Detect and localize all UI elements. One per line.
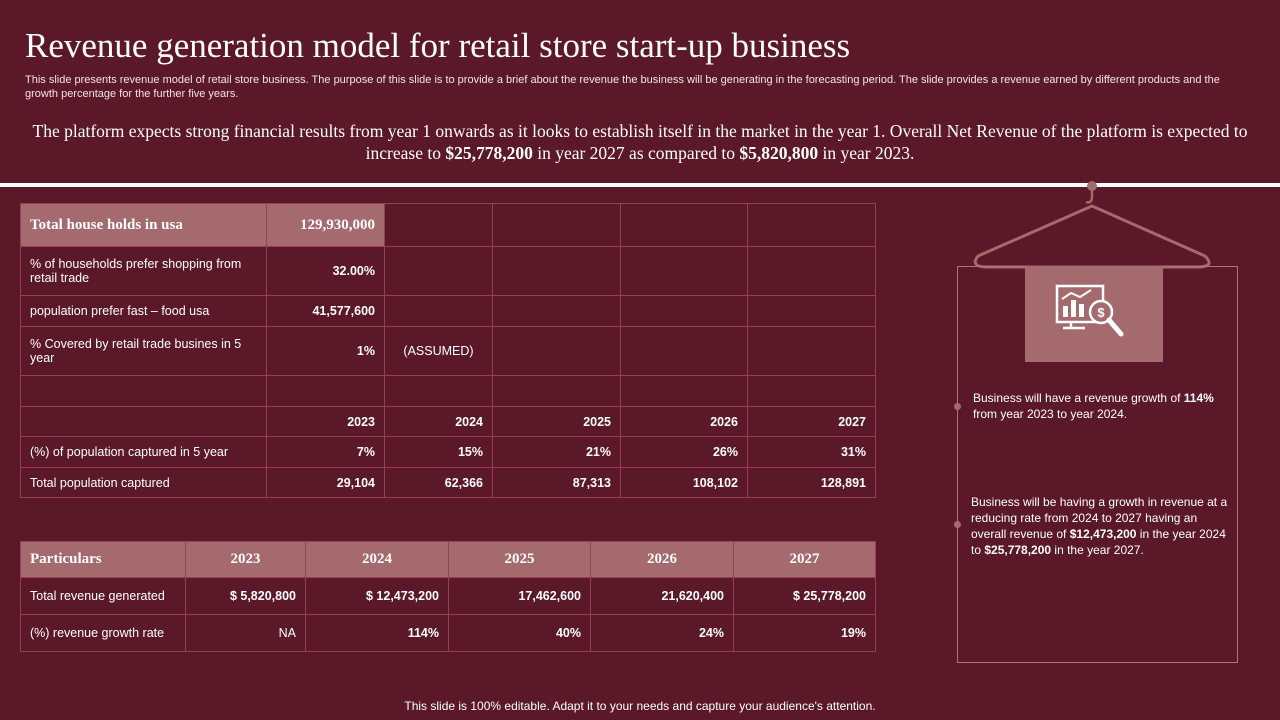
cell-value: 40% (448, 614, 591, 652)
slide-description: This slide presents revenue model of ret… (25, 74, 1220, 100)
cell-value: 21% (492, 436, 621, 468)
hanger-icon (973, 181, 1211, 269)
summary-value-2027: $25,778,200 (445, 143, 533, 163)
row-value: 41,577,600 (266, 295, 385, 327)
row-value: 32.00% (266, 246, 385, 296)
row-label: population prefer fast – food usa (20, 295, 267, 327)
table-row: Total revenue generated $ 5,820,800 $ 12… (20, 577, 876, 615)
table-row: % Covered by retail trade busines in 5 y… (20, 326, 876, 376)
table-row: (%) of population captured in 5 year 7% … (20, 436, 876, 468)
cell-value: 17,462,600 (448, 577, 591, 615)
table-row: Total house holds in usa 129,930,000 (20, 203, 876, 247)
note-bullet (954, 521, 961, 528)
revenue-table: Particulars 2023 2024 2025 2026 2027 Tot… (20, 541, 876, 652)
growth-note-1: Business will have a revenue growth of 1… (973, 391, 1214, 421)
year-label: 2023 (266, 406, 385, 437)
table-row (20, 375, 876, 407)
cell-value: 128,891 (747, 467, 876, 498)
cell-value: 21,620,400 (590, 577, 734, 615)
header-cell: 2027 (733, 541, 876, 578)
summary-value-2023: $5,820,800 (739, 143, 819, 163)
header-cell: 2025 (448, 541, 591, 578)
cell-value: 114% (305, 614, 449, 652)
year-label: 2024 (384, 406, 493, 437)
svg-text:$: $ (1097, 305, 1105, 320)
table-row: Total population captured 29,104 62,366 … (20, 467, 876, 498)
footer-text: This slide is 100% editable. Adapt it to… (404, 699, 876, 713)
summary-part: The platform expects strong financial re… (32, 121, 1248, 163)
cell-value: 62,366 (384, 467, 493, 498)
table-row: population prefer fast – food usa 41,577… (20, 295, 876, 327)
divider (0, 183, 1280, 187)
cell-value: $ 12,473,200 (305, 577, 449, 615)
row-label: % of households prefer shopping from ret… (20, 246, 267, 296)
header-cell: 2024 (305, 541, 449, 578)
icon-box: $ (1025, 266, 1163, 362)
year-label: 2027 (747, 406, 876, 437)
cell-value: 7% (266, 436, 385, 468)
row-label: (%) of population captured in 5 year (20, 436, 267, 468)
row-value: 1% (266, 326, 385, 376)
year-label: 2026 (620, 406, 748, 437)
summary-text: The platform expects strong financial re… (25, 120, 1255, 164)
row-note: (ASSUMED) (384, 326, 493, 376)
cell-value: 24% (590, 614, 734, 652)
row-label: % Covered by retail trade busines in 5 y… (20, 326, 267, 376)
row-label: Total population captured (20, 467, 267, 498)
year-label: 2025 (492, 406, 621, 437)
header-cell: 2026 (590, 541, 734, 578)
summary-part: in year 2023. (818, 143, 915, 163)
cell-value: 19% (733, 614, 876, 652)
row-label: Total revenue generated (20, 577, 186, 615)
note-bullet (954, 403, 961, 410)
cell-value: NA (185, 614, 306, 652)
households-value: 129,930,000 (266, 203, 385, 247)
cell-value: 87,313 (492, 467, 621, 498)
cell-value: $ 5,820,800 (185, 577, 306, 615)
header-cell: 2023 (185, 541, 306, 578)
cell-value: 108,102 (620, 467, 748, 498)
cell-value: $ 25,778,200 (733, 577, 876, 615)
summary-part: in year 2027 as compared to (532, 143, 740, 163)
cell-value: 31% (747, 436, 876, 468)
header-cell: Particulars (20, 541, 186, 578)
households-label: Total house holds in usa (20, 203, 267, 247)
revenue-analysis-icon: $ (1055, 284, 1124, 337)
population-table: Total house holds in usa 129,930,000 % o… (20, 203, 876, 498)
table-row: 2023 2024 2025 2026 2027 (20, 406, 876, 437)
table-row: (%) revenue growth rate NA 114% 40% 24% … (20, 614, 876, 652)
table-header-row: Particulars 2023 2024 2025 2026 2027 (20, 541, 876, 578)
row-label: (%) revenue growth rate (20, 614, 186, 652)
growth-note-2: Business will be having a growth in reve… (971, 495, 1228, 557)
slide-title: Revenue generation model for retail stor… (25, 26, 851, 65)
cell-value: 29,104 (266, 467, 385, 498)
table-row: % of households prefer shopping from ret… (20, 246, 876, 296)
cell-value: 15% (384, 436, 493, 468)
cell-value: 26% (620, 436, 748, 468)
